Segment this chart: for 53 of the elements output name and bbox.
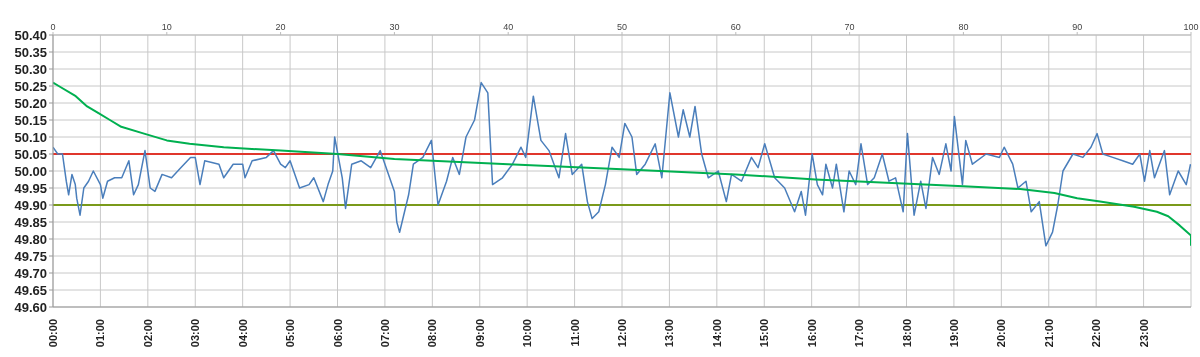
x2-tick-label: 80 bbox=[958, 22, 969, 32]
y-tick-label: 50.20 bbox=[14, 95, 47, 111]
x-tick-label: 09:00 bbox=[473, 319, 486, 348]
y-tick-label: 49.80 bbox=[14, 231, 47, 247]
x2-tick-label: 90 bbox=[1072, 22, 1083, 32]
x2-tick-label: 60 bbox=[730, 22, 741, 32]
x-tick-label: 05:00 bbox=[284, 319, 297, 348]
x-tick-label: 18:00 bbox=[900, 319, 913, 348]
y-tick-label: 49.65 bbox=[14, 282, 47, 298]
y-tick-label: 49.95 bbox=[14, 180, 47, 196]
x-tick-label: 06:00 bbox=[331, 319, 344, 348]
y-tick-label: 49.60 bbox=[14, 299, 47, 315]
x-tick-label: 03:00 bbox=[189, 319, 202, 348]
y-tick-label: 49.85 bbox=[14, 214, 47, 230]
x-tick-label: 01:00 bbox=[94, 319, 107, 348]
y-tick-label: 50.40 bbox=[14, 27, 47, 43]
x2-tick-label: 30 bbox=[389, 22, 400, 32]
x-tick-label: 07:00 bbox=[378, 319, 391, 348]
x2-tick-label: 20 bbox=[275, 22, 286, 32]
y-tick-label: 50.35 bbox=[14, 44, 47, 60]
x-tick-label: 15:00 bbox=[758, 319, 771, 348]
x-tick-label: 04:00 bbox=[236, 319, 249, 348]
x-tick-label: 20:00 bbox=[995, 319, 1008, 348]
x-tick-label: 00:00 bbox=[47, 319, 59, 348]
y-tick-label: 50.00 bbox=[14, 163, 47, 179]
x2-tick-label: 50 bbox=[616, 22, 628, 32]
x-tick-label: 22:00 bbox=[1090, 319, 1103, 348]
x-tick-label: 02:00 bbox=[141, 319, 154, 348]
x-tick-label: 12:00 bbox=[616, 319, 628, 348]
y-tick-label: 50.10 bbox=[14, 129, 47, 145]
x2-tick-label: 0 bbox=[50, 22, 56, 32]
y-tick-label: 50.15 bbox=[14, 112, 47, 128]
x-tick-label: 13:00 bbox=[663, 319, 676, 348]
x-tick-label: 21:00 bbox=[1042, 319, 1055, 348]
x-tick-label: 11:00 bbox=[568, 319, 581, 347]
x2-tick-label: 70 bbox=[844, 22, 855, 32]
line-series bbox=[53, 81, 1191, 247]
y-tick-label: 49.75 bbox=[14, 248, 47, 264]
x-tick-label: 10:00 bbox=[521, 319, 534, 348]
x-tick-label: 17:00 bbox=[853, 319, 866, 348]
y-tick-label: 49.90 bbox=[14, 197, 47, 213]
x-tick-label: 19:00 bbox=[947, 319, 960, 348]
x-tick-label: 23:00 bbox=[1137, 319, 1150, 348]
x2-tick-label: 10 bbox=[161, 22, 172, 32]
x-tick-label: 14:00 bbox=[710, 319, 723, 348]
x2-tick-label: 100 bbox=[1183, 22, 1199, 32]
y-tick-label: 50.25 bbox=[14, 78, 47, 94]
y-tick-label: 49.70 bbox=[14, 265, 47, 281]
x2-tick-label: 40 bbox=[503, 22, 514, 32]
y-tick-label: 50.30 bbox=[14, 61, 47, 77]
x-tick-label: 16:00 bbox=[805, 319, 818, 348]
x-tick-label: 08:00 bbox=[426, 319, 439, 348]
y-tick-label: 50.05 bbox=[14, 146, 47, 162]
